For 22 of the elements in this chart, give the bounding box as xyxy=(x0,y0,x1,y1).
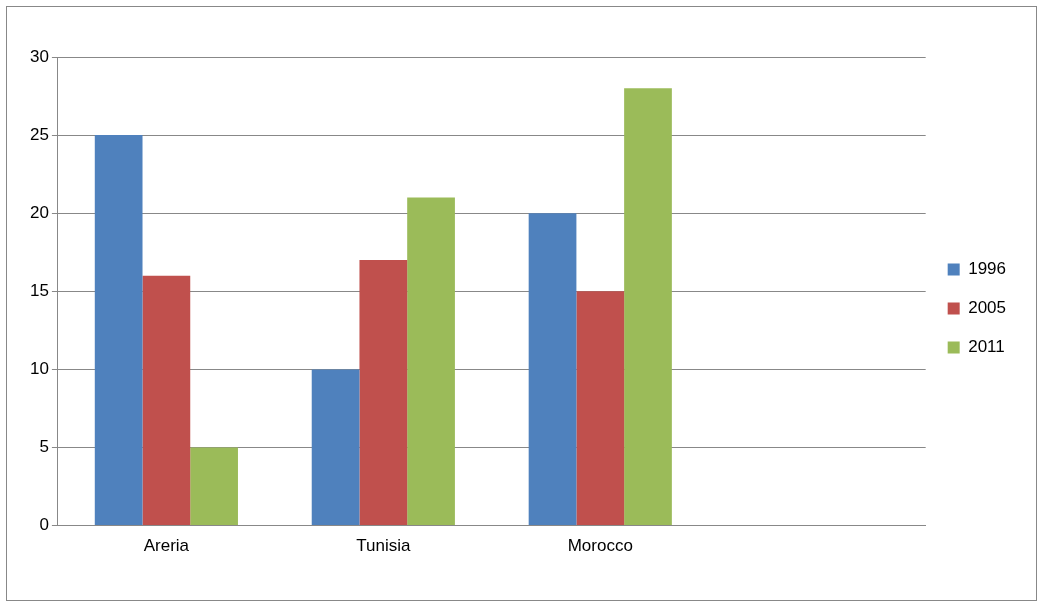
bar xyxy=(576,291,625,526)
x-tick-label: Morocco xyxy=(567,536,633,556)
bar xyxy=(190,447,238,526)
y-tick-label: 20 xyxy=(29,202,49,222)
legend-label: 2011 xyxy=(968,337,1005,357)
bar xyxy=(311,369,360,526)
y-tick-label: 10 xyxy=(29,359,49,379)
x-tick-label: Tunisia xyxy=(356,536,411,556)
x-tick-label: Areria xyxy=(143,536,190,556)
bar xyxy=(407,197,455,526)
bar xyxy=(624,88,672,526)
bar xyxy=(359,260,408,526)
y-tick-label: 0 xyxy=(39,515,49,535)
legend-label: 1996 xyxy=(968,259,1007,279)
y-tick-label: 5 xyxy=(39,437,49,457)
legend-label: 2005 xyxy=(968,298,1007,318)
bar xyxy=(142,275,191,526)
y-tick-label: 30 xyxy=(29,46,49,66)
bar xyxy=(94,135,143,526)
y-tick-label: 15 xyxy=(29,280,49,300)
bar xyxy=(528,213,577,526)
y-tick-label: 25 xyxy=(29,124,49,144)
